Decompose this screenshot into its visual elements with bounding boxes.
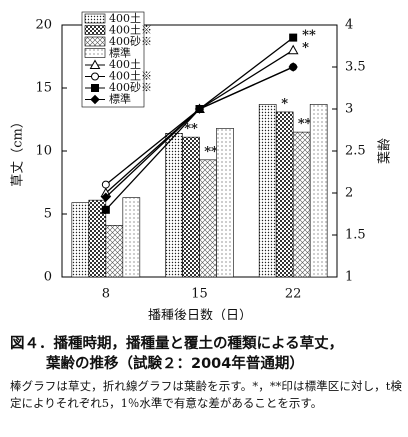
- significance-label: *: [281, 96, 288, 111]
- legend-label: 標準: [109, 92, 131, 106]
- legend-label: 400土: [109, 12, 141, 25]
- bar: [199, 159, 217, 278]
- marker: [194, 104, 205, 114]
- caption-title-line: 図４．播種時期，播種量と覆土の種類による草丈，: [10, 336, 344, 352]
- y2-tick-label: 1: [345, 270, 353, 285]
- chart: 草丈（cm） 葉齢 播種後日数（日） 0 5 10 15 20 1 1.5 2 2.5 3 3.5 4…: [11, 11, 393, 321]
- bar: [71, 202, 90, 278]
- marker: [91, 84, 99, 92]
- bar: [309, 104, 328, 278]
- caption-note: 棒グラフは草丈，折れ線グラフは葉齢を示す。*，**印は標準区に対し，t検定により…: [10, 379, 402, 410]
- significance-label: *: [302, 41, 309, 56]
- bar: [182, 136, 200, 278]
- legend-label: 400砂※: [109, 81, 152, 94]
- marker: [101, 205, 110, 214]
- legend-swatch: [84, 36, 106, 47]
- legend-label: 400砂※: [109, 35, 152, 48]
- y2-tick-label: 3: [345, 102, 353, 117]
- legend-swatch: [84, 25, 106, 35]
- marker: [101, 192, 111, 202]
- legend-label: 標準: [109, 46, 131, 60]
- bar: [105, 225, 124, 278]
- y2-tick-label: 2: [345, 186, 353, 201]
- y-tick-label: 0: [44, 270, 52, 285]
- x-tick-label: 15: [191, 287, 208, 302]
- significance-label: **: [204, 144, 218, 159]
- bar: [165, 133, 183, 278]
- legend-label: 400土※: [109, 70, 152, 83]
- y2-axis-title: 葉齢: [378, 138, 393, 164]
- bar: [216, 128, 234, 278]
- marker: [90, 94, 100, 105]
- y-axis-title: 草丈（cm）: [11, 115, 26, 187]
- marker: [101, 180, 110, 189]
- marker: [91, 72, 99, 81]
- legend-label: 400土: [109, 58, 141, 71]
- significance-label: **: [302, 28, 316, 43]
- bar: [258, 104, 277, 278]
- x-tick-label: 22: [285, 287, 302, 302]
- bar: [122, 197, 141, 278]
- bar: [275, 111, 294, 278]
- bar: [292, 131, 311, 278]
- x-tick-label: 8: [102, 287, 110, 302]
- marker: [89, 59, 101, 69]
- caption-title: 図４．播種時期，播種量と覆土の種類による草丈， 葉齢の推移（試験２：2004年普…: [10, 334, 402, 374]
- y2-tick-label: 3.5: [345, 60, 366, 75]
- legend-swatch: [84, 13, 106, 24]
- y2-tick-label: 4: [345, 18, 353, 33]
- y-tick-label: 5: [44, 207, 52, 222]
- marker: [289, 33, 298, 42]
- legend-label: 400土※: [109, 24, 152, 37]
- y-tick-label: 15: [35, 81, 52, 96]
- marker: [288, 62, 298, 72]
- caption-title-line: 葉齢の推移（試験２：2004年普通期）: [46, 356, 304, 372]
- marker: [287, 44, 299, 55]
- significance-label: **: [298, 117, 312, 132]
- x-axis-title: 播種後日数（日）: [148, 308, 252, 321]
- legend-swatch: [84, 48, 106, 58]
- significance-label: **: [184, 122, 198, 137]
- y2-tick-label: 1.5: [345, 228, 366, 243]
- y2-tick-label: 2.5: [345, 144, 366, 159]
- y-tick-label: 10: [35, 144, 52, 159]
- y-tick-label: 20: [35, 18, 52, 33]
